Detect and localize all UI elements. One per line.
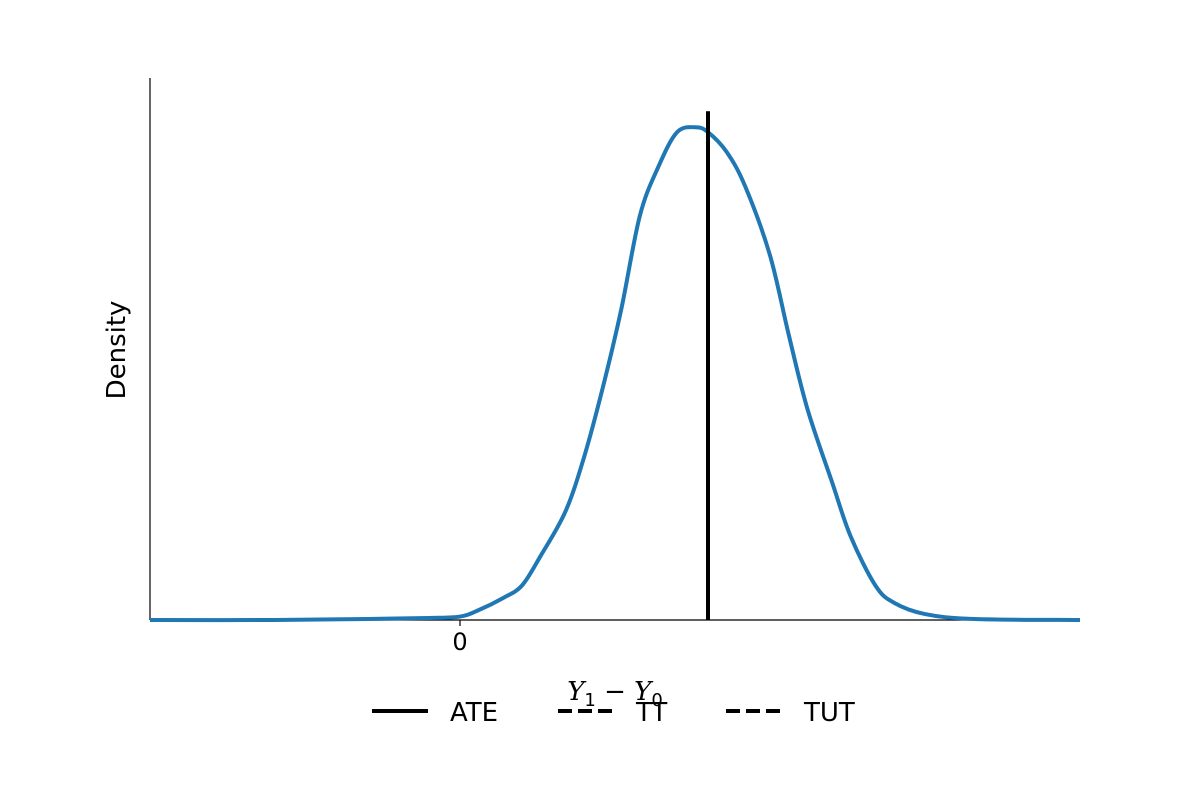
legend-label-ate: ATE [450,698,498,728]
axes [149,78,1080,621]
density-curve [149,125,1081,623]
x-axis-label-y1: Y [567,677,587,707]
x-tick-label: 0 [452,628,467,656]
legend-label-tt: TT [635,698,667,728]
plot-area [149,125,1081,623]
legend: ATE TT TUT [372,698,855,728]
x-axis-label-sub1: 1 [584,690,595,711]
x-axis-label-minus: − [596,677,634,707]
x-axis-label: Y1 − Y0 [567,677,663,711]
y-axis-label: Density [102,301,132,400]
legend-label-tut: TUT [803,698,855,728]
x-axis-label-y0: Y [634,677,654,707]
x-axis-label-sub0: 0 [651,690,662,711]
x-ticks: 0 [452,620,468,656]
